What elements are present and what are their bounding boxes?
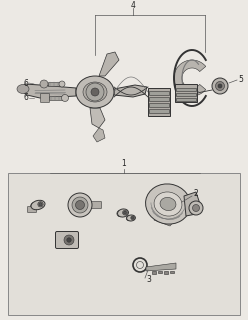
Polygon shape xyxy=(184,192,200,216)
Bar xyxy=(48,82,62,86)
Circle shape xyxy=(72,197,88,213)
Circle shape xyxy=(75,201,85,210)
Ellipse shape xyxy=(31,203,38,210)
Polygon shape xyxy=(20,84,76,98)
Bar xyxy=(164,271,168,274)
Ellipse shape xyxy=(17,84,29,93)
Ellipse shape xyxy=(31,200,45,210)
Bar xyxy=(149,97,169,101)
Ellipse shape xyxy=(118,209,128,217)
Circle shape xyxy=(131,217,134,219)
Ellipse shape xyxy=(160,197,176,211)
Bar xyxy=(176,88,196,91)
Circle shape xyxy=(136,261,144,268)
Ellipse shape xyxy=(83,82,107,102)
Circle shape xyxy=(216,82,224,91)
Ellipse shape xyxy=(117,210,123,217)
Circle shape xyxy=(64,235,74,245)
Circle shape xyxy=(86,83,104,101)
Bar xyxy=(152,271,156,274)
Bar xyxy=(149,103,169,107)
Ellipse shape xyxy=(127,215,135,221)
Ellipse shape xyxy=(154,192,182,216)
Text: 6: 6 xyxy=(23,93,28,102)
Polygon shape xyxy=(90,108,105,128)
Bar xyxy=(149,91,169,95)
Ellipse shape xyxy=(131,216,134,220)
Polygon shape xyxy=(93,128,105,142)
Wedge shape xyxy=(174,60,206,96)
Polygon shape xyxy=(99,52,119,76)
Ellipse shape xyxy=(38,202,43,207)
Circle shape xyxy=(192,204,199,212)
Circle shape xyxy=(189,201,203,215)
Circle shape xyxy=(124,211,126,214)
Circle shape xyxy=(59,81,65,87)
Text: 6: 6 xyxy=(23,78,28,87)
Polygon shape xyxy=(154,210,178,226)
Ellipse shape xyxy=(123,210,127,215)
FancyBboxPatch shape xyxy=(148,88,170,116)
Text: 3: 3 xyxy=(146,276,151,284)
Bar xyxy=(176,93,196,96)
Polygon shape xyxy=(146,263,176,271)
Bar xyxy=(158,271,162,273)
FancyBboxPatch shape xyxy=(40,93,50,102)
Bar xyxy=(170,271,174,273)
Ellipse shape xyxy=(146,184,190,224)
FancyBboxPatch shape xyxy=(91,202,101,209)
Text: 4: 4 xyxy=(130,1,135,10)
Bar xyxy=(176,98,196,101)
Circle shape xyxy=(39,203,42,206)
Circle shape xyxy=(212,78,228,94)
Circle shape xyxy=(40,80,48,88)
FancyBboxPatch shape xyxy=(175,84,197,102)
Bar xyxy=(8,173,240,315)
Bar xyxy=(49,96,65,100)
Circle shape xyxy=(218,84,222,88)
FancyBboxPatch shape xyxy=(56,231,79,249)
Bar xyxy=(149,109,169,113)
Circle shape xyxy=(62,94,68,101)
FancyBboxPatch shape xyxy=(28,206,36,212)
Circle shape xyxy=(68,193,92,217)
Text: 2: 2 xyxy=(193,188,198,197)
Circle shape xyxy=(67,238,71,242)
Ellipse shape xyxy=(76,76,114,108)
Text: 5: 5 xyxy=(238,76,243,84)
Ellipse shape xyxy=(126,216,131,220)
Text: 1: 1 xyxy=(122,159,126,168)
Polygon shape xyxy=(114,85,147,97)
Circle shape xyxy=(91,88,99,96)
